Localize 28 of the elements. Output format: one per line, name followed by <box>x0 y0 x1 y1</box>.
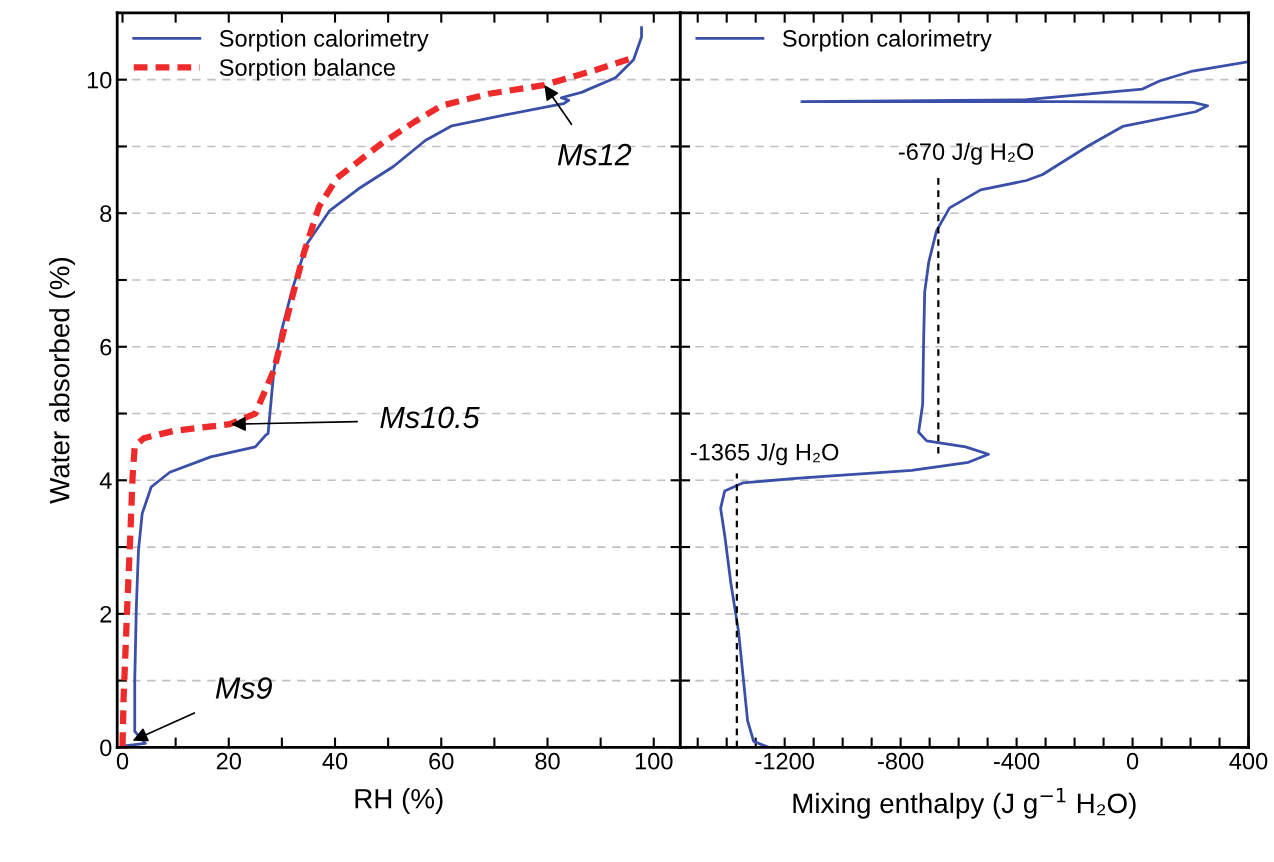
annotation: Ms9 <box>215 677 272 699</box>
x-tick-label: 60 <box>429 752 454 770</box>
annotation: Ms10.5 <box>380 406 480 429</box>
x-tick-label: -1200 <box>755 752 814 770</box>
x-tick-label: -800 <box>878 752 924 770</box>
x-tick-label: 20 <box>216 752 241 770</box>
y-tick-label: 2 <box>100 605 112 623</box>
annotation: -1365 J/g H₂O <box>690 443 839 466</box>
x-tick-label: -400 <box>994 752 1040 770</box>
x-tick-label: 400 <box>1229 752 1268 770</box>
legend-label: Sorption calorimetry <box>219 29 429 52</box>
legend-label: Sorption calorimetry <box>782 29 992 52</box>
x-tick-label: 0 <box>1126 752 1139 770</box>
x-axis-title: RH (%) <box>355 788 443 814</box>
y-tick-label: 6 <box>100 338 112 356</box>
y-tick-label: 10 <box>87 71 112 89</box>
x-axis-title: Mixing enthalpy (J g$^{−1}$ H₂O) <box>793 788 1136 819</box>
y-tick-label: 4 <box>99 472 112 489</box>
annotation: Ms12 <box>557 143 632 166</box>
x-tick-label: 100 <box>635 752 673 770</box>
y-axis-title: Water absorbed (%) <box>49 258 75 504</box>
x-tick-label: 40 <box>322 752 348 770</box>
x-tick-label: 0 <box>116 752 129 770</box>
annotation: -670 J/g H₂O <box>898 142 1034 165</box>
x-tick-label: 80 <box>535 752 560 770</box>
legend-label: Sorption balance <box>219 58 395 81</box>
y-tick-label: 8 <box>100 205 112 223</box>
y-tick-label: 0 <box>100 739 112 757</box>
